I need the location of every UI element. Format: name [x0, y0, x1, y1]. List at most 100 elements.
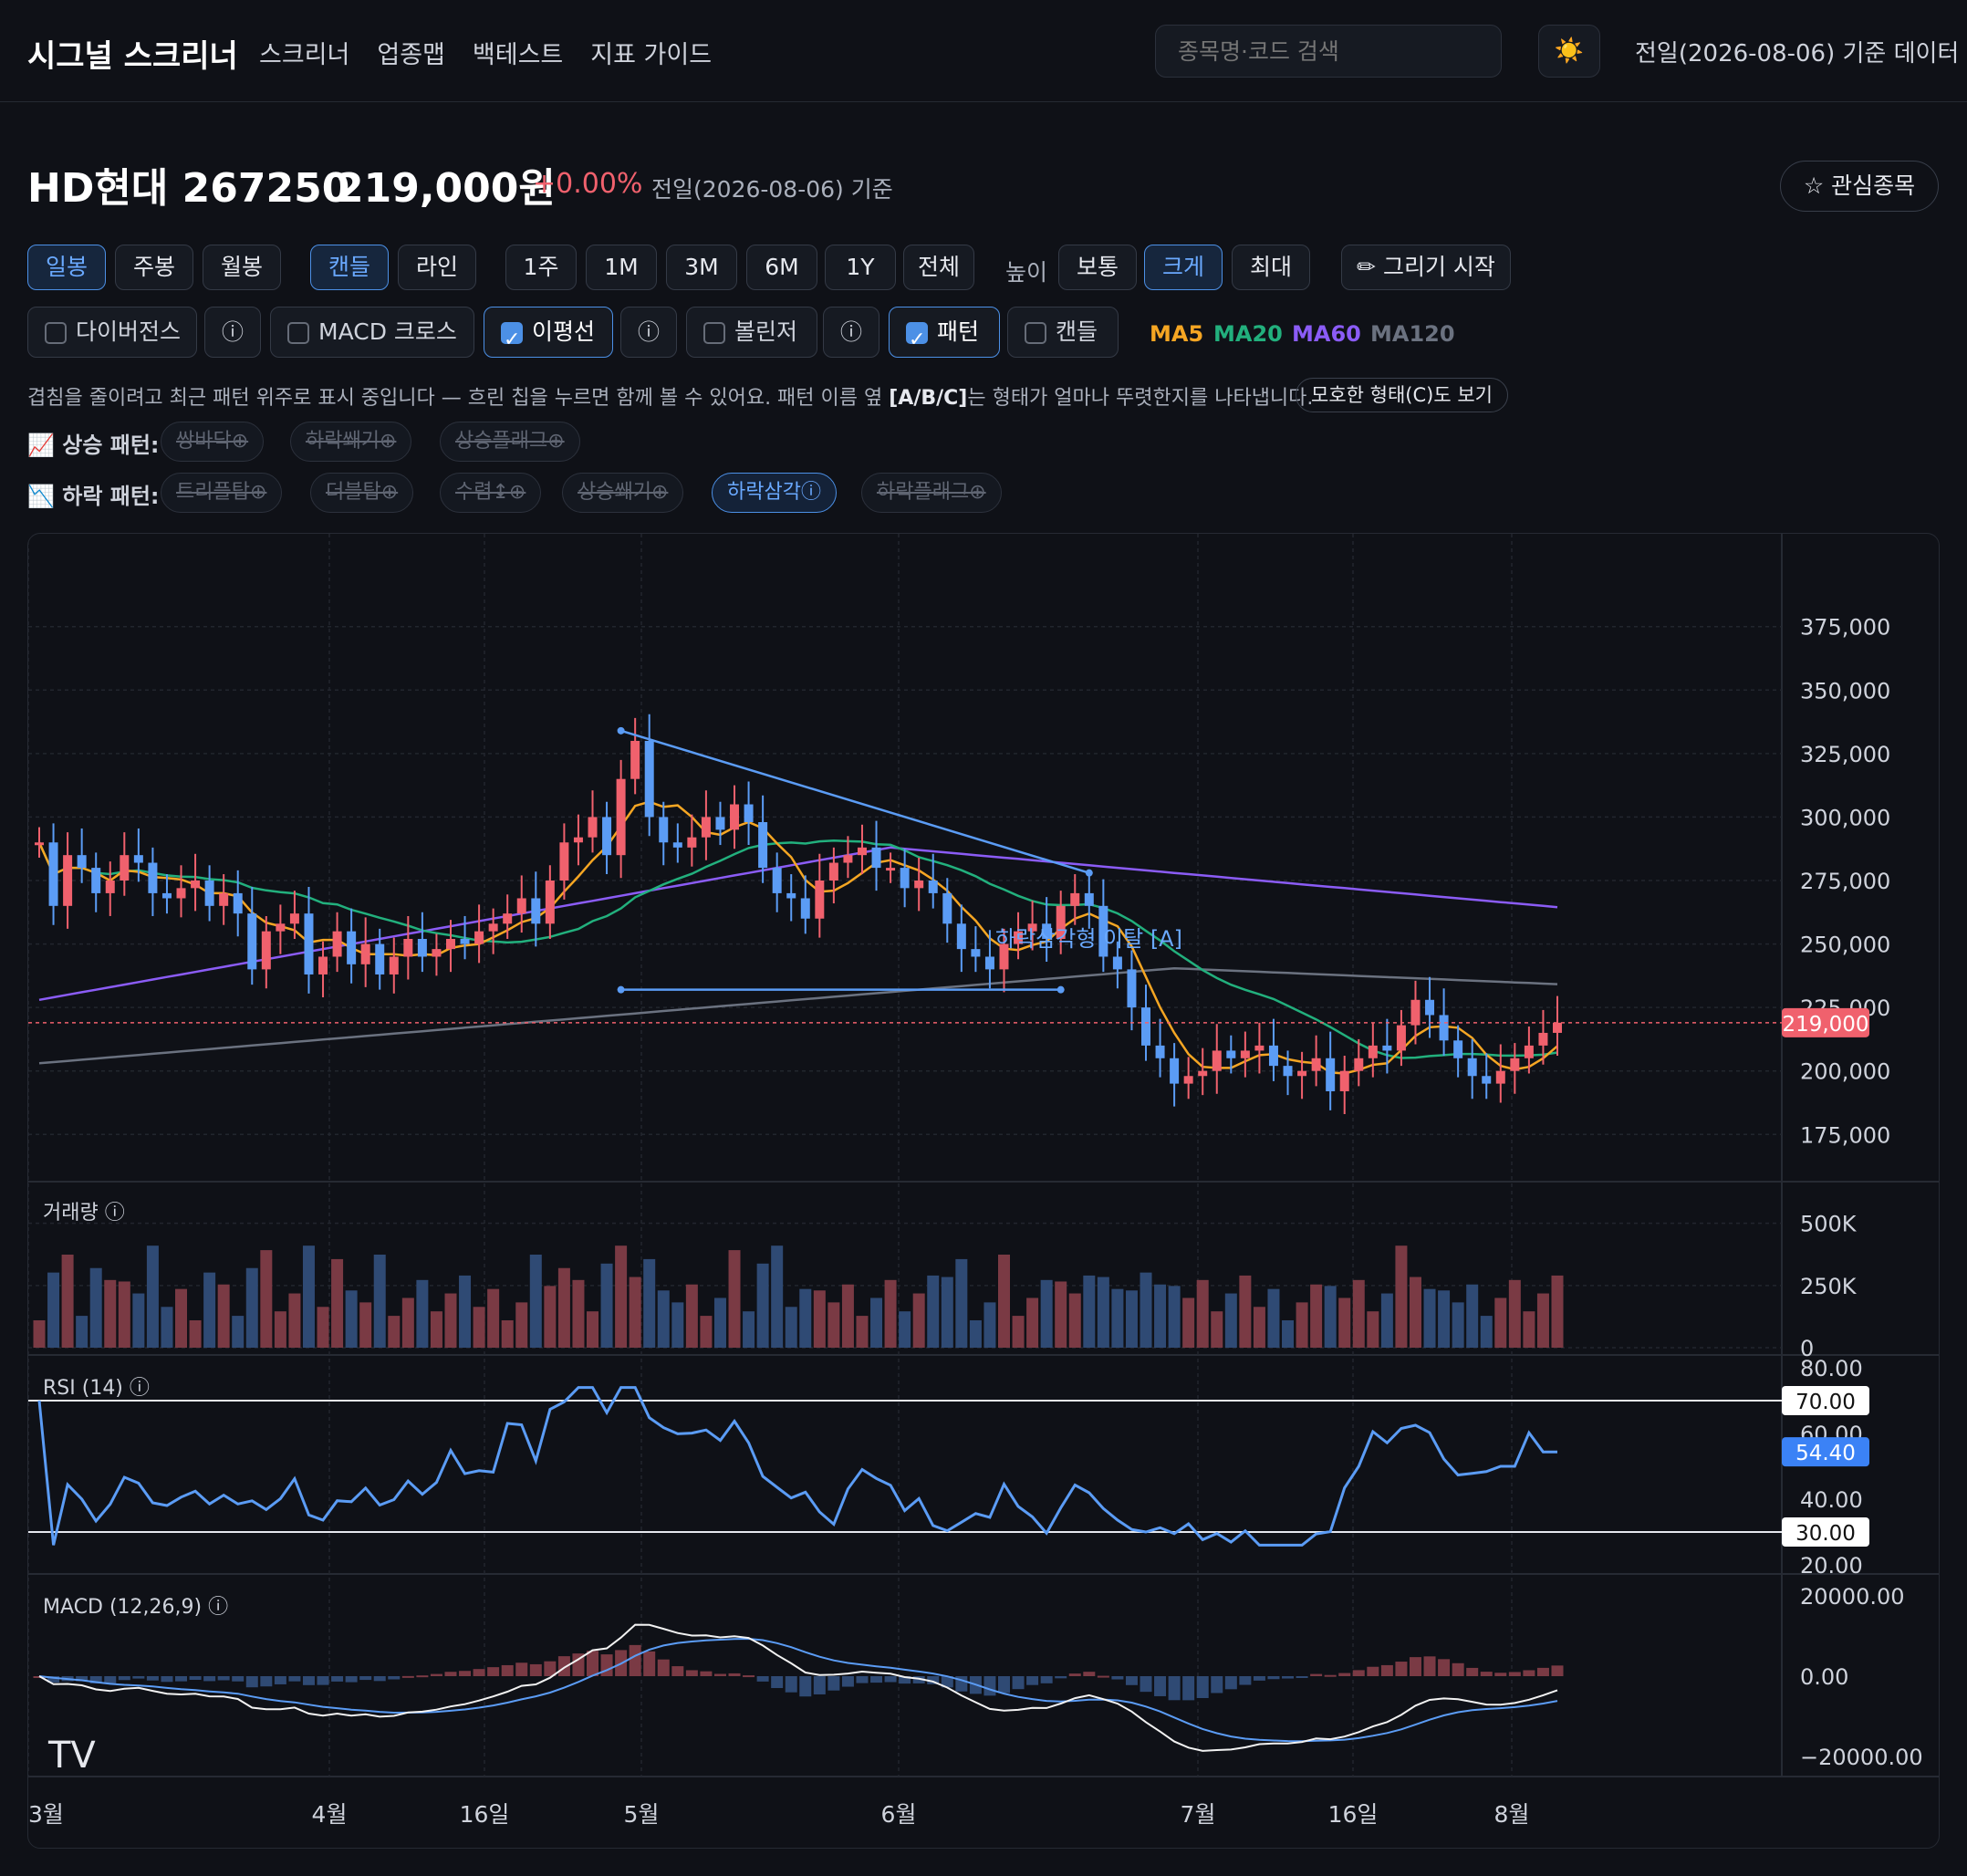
- candle-body: [1226, 1050, 1236, 1058]
- toggle-candle-pattern[interactable]: 캔들: [1007, 307, 1119, 358]
- nav-backtest[interactable]: 백테스트: [472, 41, 564, 69]
- style-line-button[interactable]: 라인: [398, 245, 476, 290]
- toggle-pattern[interactable]: 패턴: [889, 307, 1000, 365]
- draw-start-button[interactable]: ✏ 그리기 시작: [1341, 245, 1511, 290]
- chip-double-top[interactable]: 더블탑⊕: [310, 473, 414, 513]
- brand-logo[interactable]: 시그널 스크리너: [27, 38, 238, 75]
- period-weekly-button[interactable]: 주봉: [115, 245, 193, 290]
- macd-histogram-bar: [728, 1673, 741, 1676]
- watchlist-button[interactable]: ☆ 관심종목: [1780, 161, 1939, 212]
- range-all-button[interactable]: 전체: [903, 245, 974, 290]
- range-6m-button[interactable]: 6M: [746, 245, 817, 290]
- chip-triple-top[interactable]: 트리플탑⊕: [161, 473, 283, 513]
- volume-bar: [1395, 1245, 1408, 1348]
- chart-canvas[interactable]: 3월 4월 16일 5월 6월 7월 16일 8월 375,000 350,000 325,000 3…: [28, 534, 1940, 1849]
- price-axis-label: 300,000: [1800, 805, 1890, 830]
- macd-histogram-bar: [785, 1676, 797, 1693]
- height-max-button[interactable]: 최대: [1232, 245, 1310, 290]
- candle-body: [715, 817, 725, 830]
- candle-body: [1354, 1058, 1364, 1071]
- price-chart[interactable]: 3월 4월 16일 5월 6월 7월 16일 8월 375,000 350,000 325,000 3…: [27, 533, 1940, 1849]
- height-large-button[interactable]: 크게: [1144, 245, 1223, 290]
- volume-bar: [1508, 1279, 1521, 1348]
- volume-bar: [161, 1307, 173, 1348]
- bollinger-info-icon[interactable]: ⓘ: [823, 307, 879, 358]
- volume-axis-label: 0: [1800, 1336, 1814, 1361]
- macd-axis-label: 20000.00: [1800, 1584, 1905, 1610]
- candle-body: [360, 943, 370, 964]
- macd-histogram-bar: [1083, 1672, 1096, 1676]
- rsi-last-value: 54.40: [1795, 1442, 1856, 1465]
- macd-histogram-bar: [1338, 1673, 1351, 1676]
- candle-body: [276, 923, 286, 932]
- macd-histogram-bar: [1125, 1676, 1138, 1685]
- candle-body: [219, 892, 229, 906]
- x-axis-label: 16일: [1328, 1801, 1379, 1828]
- period-daily-button[interactable]: 일봉: [27, 245, 106, 290]
- chip-bear-flag[interactable]: 하락플래그⊕: [861, 473, 1002, 513]
- candle-body: [1467, 1058, 1477, 1077]
- volume-bar: [1083, 1275, 1096, 1348]
- chip-double-bottom[interactable]: 쌍바닥⊕: [161, 422, 265, 462]
- range-3m-button[interactable]: 3M: [666, 245, 737, 290]
- volume-bar: [288, 1293, 301, 1348]
- rsi-axis-label: 20.00: [1800, 1553, 1863, 1579]
- candle-body: [35, 842, 44, 846]
- chip-bull-flag[interactable]: 상승플래그⊕: [440, 422, 580, 462]
- toggle-label: 캔들: [1056, 318, 1098, 345]
- chip-descending-triangle[interactable]: 하락삼각ⓘ: [712, 473, 837, 513]
- macd-histogram-bar: [997, 1676, 1010, 1694]
- checkbox-icon: [45, 322, 67, 344]
- candle-body: [942, 892, 952, 924]
- candle-body: [573, 837, 583, 843]
- search-input[interactable]: [1155, 25, 1502, 78]
- range-1m-button[interactable]: 1M: [586, 245, 657, 290]
- volume-bar: [728, 1250, 741, 1348]
- macd-histogram-bar: [1438, 1659, 1451, 1676]
- divergence-info-icon[interactable]: ⓘ: [204, 307, 261, 358]
- candle-body: [984, 956, 994, 970]
- macd-histogram-bar: [1224, 1676, 1237, 1690]
- theme-toggle-sun-icon[interactable]: ☀️: [1538, 25, 1600, 78]
- volume-bar: [388, 1316, 401, 1348]
- volume-bar: [501, 1320, 514, 1348]
- toggle-bollinger[interactable]: 볼린저: [686, 307, 817, 358]
- chip-falling-wedge[interactable]: 하락쐐기⊕: [290, 422, 412, 462]
- nav-sector-map[interactable]: 업종맵: [377, 41, 445, 69]
- macd-histogram-bar: [146, 1676, 159, 1681]
- candle-body: [1155, 1045, 1165, 1058]
- toggle-moving-average[interactable]: 이평선: [484, 307, 613, 365]
- chip-rising-wedge[interactable]: 상승쐐기⊕: [562, 473, 684, 513]
- nav-screener[interactable]: 스크리너: [259, 41, 350, 69]
- style-candle-button[interactable]: 캔들: [310, 245, 389, 290]
- toggle-divergence[interactable]: 다이버전스: [27, 307, 197, 358]
- candle-body: [1425, 999, 1435, 1016]
- macd-histogram-bar: [629, 1644, 641, 1676]
- toggle-macd-cross[interactable]: MACD 크로스: [270, 307, 474, 358]
- candle-body: [48, 842, 58, 906]
- range-1w-button[interactable]: 1주: [505, 245, 577, 290]
- volume-bar: [1367, 1311, 1379, 1348]
- show-ambiguous-button[interactable]: 모호한 형태(C)도 보기: [1296, 378, 1508, 412]
- volume-bar: [544, 1286, 557, 1348]
- volume-bar: [1494, 1298, 1507, 1348]
- range-1y-button[interactable]: 1Y: [825, 245, 896, 290]
- candle-body: [1382, 1045, 1392, 1051]
- nav-indicator-guide[interactable]: 지표 가이드: [590, 41, 713, 69]
- volume-bar: [771, 1245, 784, 1348]
- macd-histogram-bar: [459, 1671, 472, 1676]
- macd-histogram-bar: [1097, 1675, 1109, 1678]
- stock-price: 219,000원: [336, 165, 556, 212]
- macd-histogram-bar: [743, 1675, 755, 1678]
- toggle-label: 패턴: [937, 318, 980, 345]
- checkbox-icon: [287, 322, 309, 344]
- macd-histogram-bar: [317, 1676, 329, 1685]
- period-monthly-button[interactable]: 월봉: [203, 245, 281, 290]
- volume-bar: [1168, 1286, 1181, 1348]
- chip-convergence[interactable]: 수렴↨⊕: [440, 473, 542, 513]
- ma120-legend: MA120: [1370, 321, 1455, 347]
- height-normal-button[interactable]: 보통: [1058, 245, 1137, 290]
- ma-info-icon[interactable]: ⓘ: [620, 307, 677, 358]
- candle-body: [1538, 1032, 1548, 1046]
- candle-body: [1240, 1050, 1250, 1058]
